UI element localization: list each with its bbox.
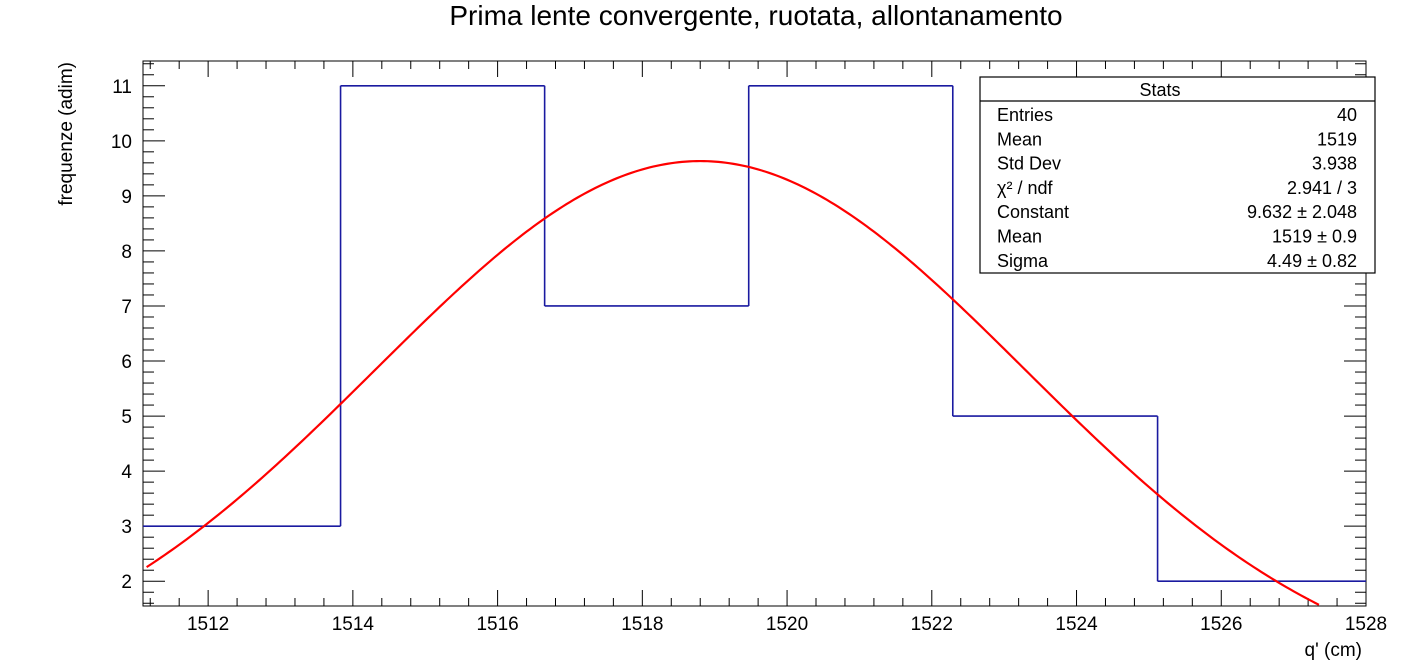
y-tick-label: 10 (111, 132, 132, 153)
stats-row-label: Std Dev (997, 154, 1061, 174)
x-tick-label: 1518 (621, 614, 663, 635)
histogram-bins (143, 84, 1366, 583)
stats-row-label: Sigma (997, 251, 1049, 271)
chart-title: Prima lente convergente, ruotata, allont… (449, 0, 1062, 31)
stats-row-label: Constant (997, 202, 1069, 222)
stats-row-label: Mean (997, 129, 1042, 149)
y-tick-label: 3 (121, 517, 132, 538)
stats-box-title: Stats (1139, 80, 1180, 100)
y-tick-label: 5 (121, 407, 132, 428)
stats-row-value: 1519 ± 0.9 (1272, 227, 1357, 247)
y-tick-label: 8 (121, 242, 132, 263)
x-tick-label: 1516 (476, 614, 518, 635)
y-axis-label: frequenze (adim) (56, 62, 77, 206)
stats-rows: Entries 40 Mean 1519 Std Dev 3.938 χ² / ndf 2.9… (997, 105, 1357, 271)
x-tick-label: 1514 (332, 614, 375, 635)
y-tick-label: 6 (121, 352, 132, 373)
plot-frame (142, 60, 1367, 607)
stats-row-value: 2.941 / 3 (1287, 178, 1357, 198)
stats-row-label: Entries (997, 105, 1053, 125)
y-tick-label: 7 (121, 297, 132, 318)
x-tick-label: 1524 (1055, 614, 1098, 635)
stats-row-value: 40 (1337, 105, 1357, 125)
stats-row-label: χ² / ndf (997, 178, 1053, 198)
gaussian-fit-curve (146, 159, 1320, 606)
stats-row-value: 3.938 (1312, 154, 1357, 174)
y-tick-label: 9 (121, 187, 132, 208)
x-tick-label: 1522 (911, 614, 953, 635)
y-tick-label: 11 (112, 77, 132, 98)
stats-row-label: Mean (997, 227, 1042, 247)
x-axis-label: q' (cm) (1305, 640, 1362, 661)
stats-row-value: 1519 (1317, 129, 1357, 149)
stats-box-frame (979, 76, 1376, 274)
y-tick-label: 4 (121, 462, 132, 483)
x-tick-label: 1526 (1200, 614, 1242, 635)
y-tick-label: 2 (121, 572, 132, 593)
stats-box: Stats Entries 40 Mean 1519 Std Dev 3.938 χ² / … (979, 76, 1376, 274)
stats-row-value: 9.632 ± 2.048 (1247, 202, 1357, 222)
x-tick-label: 1520 (766, 614, 808, 635)
x-tick-label: 1512 (187, 614, 229, 635)
x-tick-label: 1528 (1345, 614, 1387, 635)
stats-row-value: 4.49 ± 0.82 (1267, 251, 1357, 271)
